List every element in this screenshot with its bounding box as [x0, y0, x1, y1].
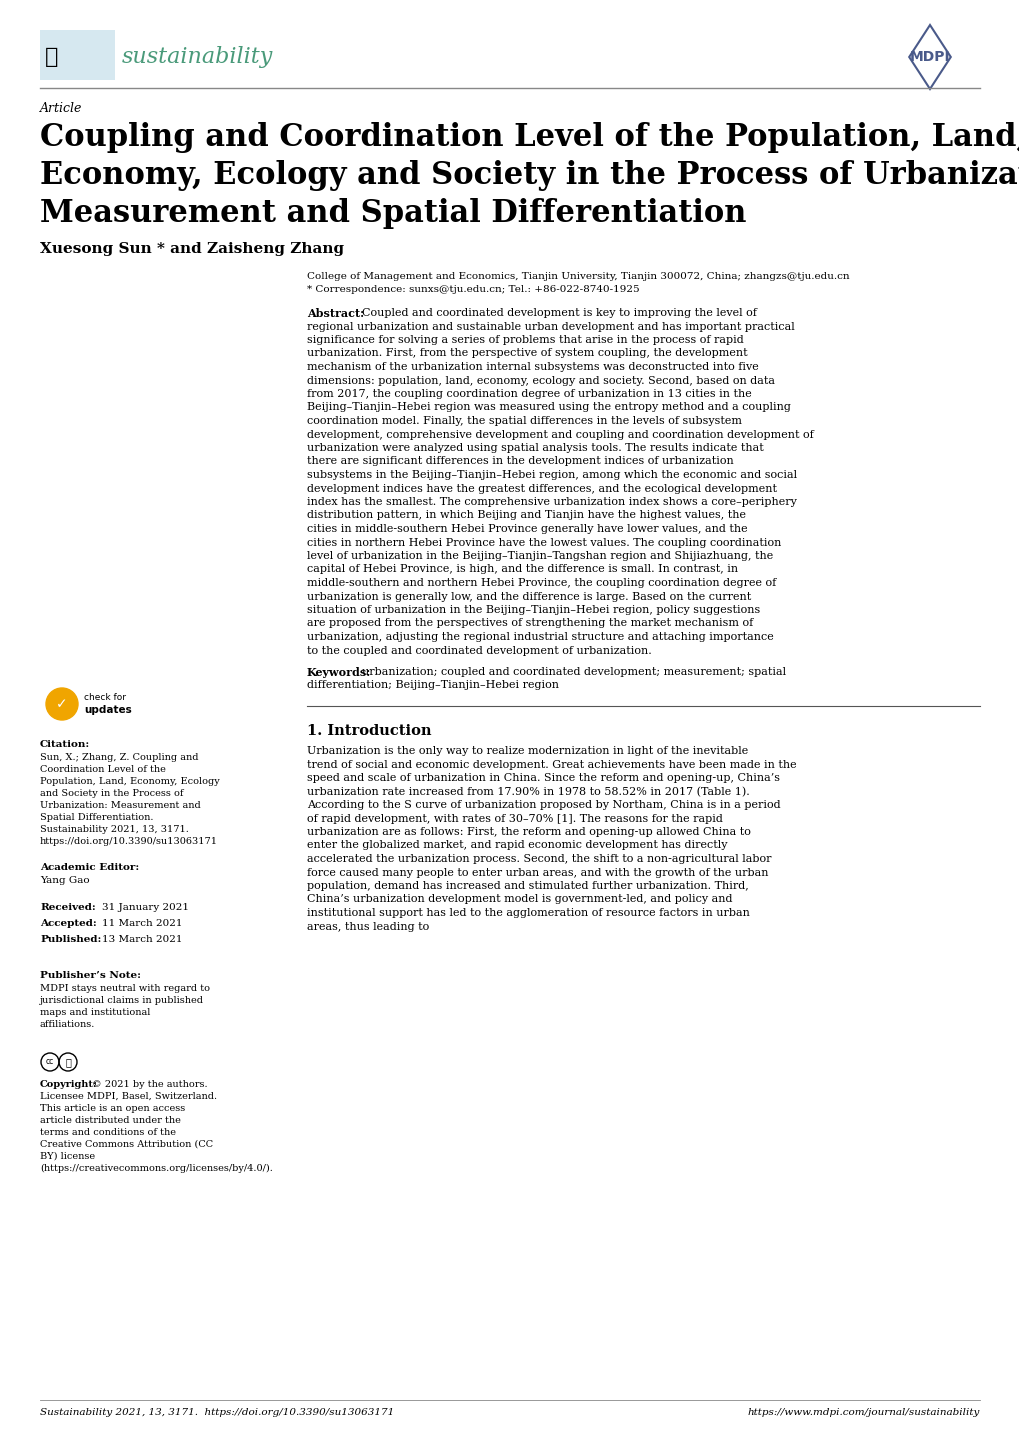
- Text: there are significant differences in the development indices of urbanization: there are significant differences in the…: [307, 457, 733, 467]
- Text: Yang Gao: Yang Gao: [40, 875, 90, 885]
- Text: Coordination Level of the: Coordination Level of the: [40, 766, 166, 774]
- Text: Copyright:: Copyright:: [40, 1080, 97, 1089]
- Text: © 2021 by the authors.: © 2021 by the authors.: [92, 1080, 208, 1089]
- Text: urbanization; coupled and coordinated development; measurement; spatial: urbanization; coupled and coordinated de…: [362, 668, 786, 676]
- Text: Citation:: Citation:: [40, 740, 90, 748]
- Text: to the coupled and coordinated development of urbanization.: to the coupled and coordinated developme…: [307, 646, 651, 656]
- Text: 31 January 2021: 31 January 2021: [102, 903, 189, 911]
- Text: check for: check for: [84, 694, 126, 702]
- Text: differentiation; Beijing–Tianjin–Hebei region: differentiation; Beijing–Tianjin–Hebei r…: [307, 681, 558, 691]
- Text: Sustainability 2021, 13, 3171.  https://doi.org/10.3390/su13063171: Sustainability 2021, 13, 3171. https://d…: [40, 1407, 394, 1417]
- Text: Accepted:: Accepted:: [40, 919, 97, 929]
- Text: distribution pattern, in which Beijing and Tianjin have the highest values, the: distribution pattern, in which Beijing a…: [307, 510, 745, 521]
- Text: 🌿: 🌿: [45, 48, 58, 66]
- Text: urbanization rate increased from 17.90% in 1978 to 58.52% in 2017 (Table 1).: urbanization rate increased from 17.90% …: [307, 786, 749, 797]
- Text: Urbanization: Measurement and: Urbanization: Measurement and: [40, 800, 201, 810]
- Circle shape: [46, 688, 77, 720]
- Text: Sustainability 2021, 13, 3171.: Sustainability 2021, 13, 3171.: [40, 825, 189, 833]
- FancyBboxPatch shape: [40, 30, 115, 79]
- Text: Sun, X.; Zhang, Z. Coupling and: Sun, X.; Zhang, Z. Coupling and: [40, 753, 199, 761]
- Text: Beijing–Tianjin–Hebei region was measured using the entropy method and a couplin: Beijing–Tianjin–Hebei region was measure…: [307, 402, 790, 412]
- Text: capital of Hebei Province, is high, and the difference is small. In contrast, in: capital of Hebei Province, is high, and …: [307, 564, 738, 574]
- Text: Ⓢ: Ⓢ: [65, 1057, 71, 1067]
- Text: ✓: ✓: [56, 696, 67, 711]
- Text: Measurement and Spatial Differentiation: Measurement and Spatial Differentiation: [40, 198, 746, 229]
- Text: dimensions: population, land, economy, ecology and society. Second, based on dat: dimensions: population, land, economy, e…: [307, 375, 774, 385]
- Text: urbanization are as follows: First, the reform and opening-up allowed China to: urbanization are as follows: First, the …: [307, 828, 750, 836]
- Text: Economy, Ecology and Society in the Process of Urbanization:: Economy, Ecology and Society in the Proc…: [40, 160, 1019, 190]
- Text: force caused many people to enter urban areas, and with the growth of the urban: force caused many people to enter urban …: [307, 868, 767, 878]
- Text: This article is an open access: This article is an open access: [40, 1105, 185, 1113]
- Text: middle-southern and northern Hebei Province, the coupling coordination degree of: middle-southern and northern Hebei Provi…: [307, 578, 775, 588]
- Text: College of Management and Economics, Tianjin University, Tianjin 300072, China; : College of Management and Economics, Tia…: [307, 273, 849, 281]
- Text: urbanization is generally low, and the difference is large. Based on the current: urbanization is generally low, and the d…: [307, 591, 751, 601]
- Text: Coupling and Coordination Level of the Population, Land,: Coupling and Coordination Level of the P…: [40, 123, 1019, 153]
- Text: Creative Commons Attribution (CC: Creative Commons Attribution (CC: [40, 1141, 213, 1149]
- Text: According to the S curve of urbanization proposed by Northam, China is in a peri: According to the S curve of urbanization…: [307, 800, 780, 810]
- Text: maps and institutional: maps and institutional: [40, 1008, 150, 1017]
- Text: enter the globalized market, and rapid economic development has directly: enter the globalized market, and rapid e…: [307, 841, 727, 851]
- Text: Urbanization is the only way to realize modernization in light of the inevitable: Urbanization is the only way to realize …: [307, 746, 748, 756]
- Text: Academic Editor:: Academic Editor:: [40, 862, 140, 872]
- Text: significance for solving a series of problems that arise in the process of rapid: significance for solving a series of pro…: [307, 335, 743, 345]
- Text: Published:: Published:: [40, 934, 101, 945]
- Text: Xuesong Sun * and Zaisheng Zhang: Xuesong Sun * and Zaisheng Zhang: [40, 242, 343, 257]
- Text: subsystems in the Beijing–Tianjin–Hebei region, among which the economic and soc: subsystems in the Beijing–Tianjin–Hebei …: [307, 470, 796, 480]
- Text: development indices have the greatest differences, and the ecological developmen: development indices have the greatest di…: [307, 483, 776, 493]
- Text: Spatial Differentiation.: Spatial Differentiation.: [40, 813, 153, 822]
- Text: sustainability: sustainability: [122, 46, 273, 68]
- Text: BY) license: BY) license: [40, 1152, 95, 1161]
- Text: coordination model. Finally, the spatial differences in the levels of subsystem: coordination model. Finally, the spatial…: [307, 415, 741, 425]
- Text: Keywords:: Keywords:: [307, 668, 371, 678]
- Text: level of urbanization in the Beijing–Tianjin–Tangshan region and Shijiazhuang, t: level of urbanization in the Beijing–Tia…: [307, 551, 772, 561]
- Text: China’s urbanization development model is government-led, and policy and: China’s urbanization development model i…: [307, 894, 732, 904]
- Text: Population, Land, Economy, Ecology: Population, Land, Economy, Ecology: [40, 777, 219, 786]
- Text: Sustainability: Sustainability: [40, 825, 108, 833]
- Text: are proposed from the perspectives of strengthening the market mechanism of: are proposed from the perspectives of st…: [307, 619, 752, 629]
- Text: https://doi.org/10.3390/su13063171: https://doi.org/10.3390/su13063171: [40, 836, 218, 846]
- Text: Article: Article: [40, 102, 83, 115]
- Text: updates: updates: [84, 705, 131, 715]
- Text: MDPI: MDPI: [909, 50, 950, 63]
- Text: regional urbanization and sustainable urban development and has important practi: regional urbanization and sustainable ur…: [307, 322, 794, 332]
- Text: mechanism of the urbanization internal subsystems was deconstructed into five: mechanism of the urbanization internal s…: [307, 362, 758, 372]
- Text: Licensee MDPI, Basel, Switzerland.: Licensee MDPI, Basel, Switzerland.: [40, 1092, 217, 1102]
- Text: and Society in the Process of: and Society in the Process of: [40, 789, 183, 797]
- Text: institutional support has led to the agglomeration of resource factors in urban: institutional support has led to the agg…: [307, 908, 749, 919]
- Text: cities in northern Hebei Province have the lowest values. The coupling coordinat: cities in northern Hebei Province have t…: [307, 538, 781, 548]
- Text: * Correspondence: sunxs@tju.edu.cn; Tel.: +86-022-8740-1925: * Correspondence: sunxs@tju.edu.cn; Tel.…: [307, 286, 639, 294]
- Text: population, demand has increased and stimulated further urbanization. Third,: population, demand has increased and sti…: [307, 881, 748, 891]
- Text: Publisher’s Note:: Publisher’s Note:: [40, 970, 141, 981]
- Text: cities in middle-southern Hebei Province generally have lower values, and the: cities in middle-southern Hebei Province…: [307, 523, 747, 534]
- Text: 11 March 2021: 11 March 2021: [102, 919, 182, 929]
- Text: urbanization. First, from the perspective of system coupling, the development: urbanization. First, from the perspectiv…: [307, 349, 747, 359]
- Text: article distributed under the: article distributed under the: [40, 1116, 180, 1125]
- Text: situation of urbanization in the Beijing–Tianjin–Hebei region, policy suggestion: situation of urbanization in the Beijing…: [307, 606, 759, 614]
- Text: 13 March 2021: 13 March 2021: [102, 934, 182, 945]
- Text: index has the smallest. The comprehensive urbanization index shows a core–periph: index has the smallest. The comprehensiv…: [307, 497, 796, 508]
- Text: of rapid development, with rates of 30–70% [1]. The reasons for the rapid: of rapid development, with rates of 30–7…: [307, 813, 722, 823]
- Text: 1. Introduction: 1. Introduction: [307, 724, 431, 738]
- Text: jurisdictional claims in published: jurisdictional claims in published: [40, 996, 204, 1005]
- Text: cc: cc: [46, 1057, 54, 1067]
- Text: Abstract:: Abstract:: [307, 309, 364, 319]
- Text: Received:: Received:: [40, 903, 96, 911]
- Text: urbanization, adjusting the regional industrial structure and attaching importan: urbanization, adjusting the regional ind…: [307, 632, 773, 642]
- Text: areas, thus leading to: areas, thus leading to: [307, 921, 429, 932]
- Text: development, comprehensive development and coupling and coordination development: development, comprehensive development a…: [307, 430, 813, 440]
- Text: MDPI stays neutral with regard to: MDPI stays neutral with regard to: [40, 983, 210, 994]
- Text: affiliations.: affiliations.: [40, 1019, 96, 1030]
- Text: (https://creativecommons.org/licenses/by/4.0/).: (https://creativecommons.org/licenses/by…: [40, 1164, 273, 1174]
- Text: Coupled and coordinated development is key to improving the level of: Coupled and coordinated development is k…: [362, 309, 756, 319]
- Text: accelerated the urbanization process. Second, the shift to a non-agricultural la: accelerated the urbanization process. Se…: [307, 854, 770, 864]
- Text: https://www.mdpi.com/journal/sustainability: https://www.mdpi.com/journal/sustainabil…: [747, 1407, 979, 1417]
- Text: terms and conditions of the: terms and conditions of the: [40, 1128, 176, 1136]
- Text: trend of social and economic development. Great achievements have been made in t: trend of social and economic development…: [307, 760, 796, 770]
- Text: speed and scale of urbanization in China. Since the reform and opening-up, China: speed and scale of urbanization in China…: [307, 773, 780, 783]
- Text: urbanization were analyzed using spatial analysis tools. The results indicate th: urbanization were analyzed using spatial…: [307, 443, 763, 453]
- Text: from 2017, the coupling coordination degree of urbanization in 13 cities in the: from 2017, the coupling coordination deg…: [307, 389, 751, 399]
